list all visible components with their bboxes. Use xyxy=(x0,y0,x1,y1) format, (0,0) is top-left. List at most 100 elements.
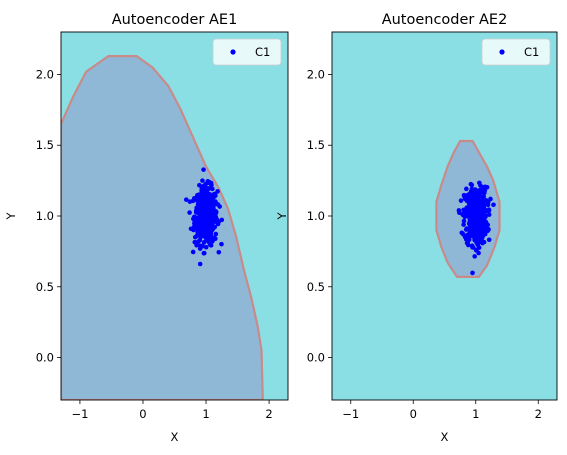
data-point xyxy=(201,250,207,256)
data-point xyxy=(191,227,196,233)
y-tick-label: 1.0 xyxy=(307,209,325,223)
legend-marker xyxy=(230,49,236,55)
data-point xyxy=(200,178,205,183)
data-point xyxy=(475,242,481,247)
data-point xyxy=(198,243,203,249)
chart-title: Autoencoder AE1 xyxy=(112,12,238,28)
data-point xyxy=(460,231,466,237)
data-point xyxy=(198,233,204,239)
decision-region xyxy=(61,54,264,400)
y-tick-label: 1.0 xyxy=(36,209,54,223)
data-point xyxy=(466,198,472,204)
x-tick-label: −1 xyxy=(342,407,359,421)
x-tick-label: 0 xyxy=(410,407,417,421)
data-point xyxy=(470,270,475,276)
y-tick-label: 2.0 xyxy=(307,67,325,81)
data-point xyxy=(195,192,201,198)
data-point xyxy=(190,249,196,255)
data-point xyxy=(478,226,484,231)
data-point xyxy=(466,214,471,219)
data-point xyxy=(200,219,205,224)
data-point xyxy=(187,199,193,204)
data-point xyxy=(199,188,204,194)
x-axis-label: X xyxy=(441,430,449,444)
data-point xyxy=(472,220,477,225)
data-point xyxy=(488,196,493,202)
x-tick-label: −1 xyxy=(71,407,88,421)
data-point xyxy=(216,249,222,255)
data-point xyxy=(481,214,487,220)
x-axis-label: X xyxy=(171,430,179,444)
data-point xyxy=(474,192,479,197)
y-tick-label: 0.5 xyxy=(36,280,54,294)
data-point xyxy=(183,197,189,202)
y-tick-label: 0.0 xyxy=(307,351,325,365)
data-point xyxy=(219,217,225,223)
legend-label: C1 xyxy=(255,45,270,59)
data-point xyxy=(465,234,471,239)
data-point xyxy=(207,179,212,185)
chart-panel-1: −1 0 1 2 0.0 0.5 1.0 1.5 2.0 Autoencoder AE1 X Y C1 xyxy=(4,12,289,444)
data-point xyxy=(469,182,475,188)
data-point xyxy=(199,211,205,217)
x-tick-label: 1 xyxy=(202,407,209,421)
data-point xyxy=(212,235,217,241)
data-point xyxy=(464,240,470,246)
data-point xyxy=(486,237,492,243)
data-point xyxy=(191,216,196,222)
data-point xyxy=(210,217,216,223)
x-tick-label: 0 xyxy=(139,407,146,421)
data-point xyxy=(481,239,487,245)
y-tick-label: 0.5 xyxy=(307,280,325,294)
data-point xyxy=(472,254,477,259)
legend-marker xyxy=(499,49,505,55)
data-point xyxy=(196,209,201,214)
data-point xyxy=(201,183,206,189)
data-point xyxy=(472,235,477,240)
data-point xyxy=(482,209,488,215)
data-point xyxy=(462,196,468,202)
data-point xyxy=(474,217,480,222)
data-point xyxy=(194,242,199,248)
data-point xyxy=(195,201,201,207)
y-tick-label: 0.0 xyxy=(36,351,54,365)
data-point xyxy=(197,182,202,188)
data-point xyxy=(458,198,464,203)
data-point xyxy=(456,208,462,213)
y-tick-label: 1.5 xyxy=(307,138,325,152)
data-point xyxy=(468,191,474,197)
data-point xyxy=(217,204,222,209)
data-point xyxy=(194,227,200,233)
data-point xyxy=(201,199,207,205)
data-point xyxy=(211,194,216,200)
data-point xyxy=(477,214,483,219)
legend: C1 xyxy=(481,38,551,66)
data-point xyxy=(461,222,466,227)
x-tick-label: 2 xyxy=(265,407,272,421)
legend-label: C1 xyxy=(524,45,539,59)
data-point xyxy=(213,231,219,237)
x-tick-label: 1 xyxy=(472,407,479,421)
x-tick-label: 2 xyxy=(535,407,542,421)
data-point xyxy=(475,206,481,212)
data-point xyxy=(211,207,216,212)
data-point xyxy=(212,224,218,230)
data-point xyxy=(461,192,467,198)
data-point xyxy=(201,167,206,172)
data-point xyxy=(485,228,491,234)
data-point xyxy=(462,207,468,213)
data-point xyxy=(206,238,211,243)
data-point xyxy=(464,226,470,231)
data-point xyxy=(208,228,214,234)
data-point xyxy=(469,243,475,249)
data-point xyxy=(474,247,479,253)
data-point xyxy=(482,190,487,196)
chart-title: Autoencoder AE2 xyxy=(382,12,508,28)
data-point xyxy=(192,224,198,229)
data-point xyxy=(486,212,492,217)
data-point xyxy=(469,216,475,221)
data-point xyxy=(471,204,477,210)
data-point xyxy=(203,244,209,250)
data-point xyxy=(461,218,467,224)
y-tick-label: 2.0 xyxy=(36,67,54,81)
